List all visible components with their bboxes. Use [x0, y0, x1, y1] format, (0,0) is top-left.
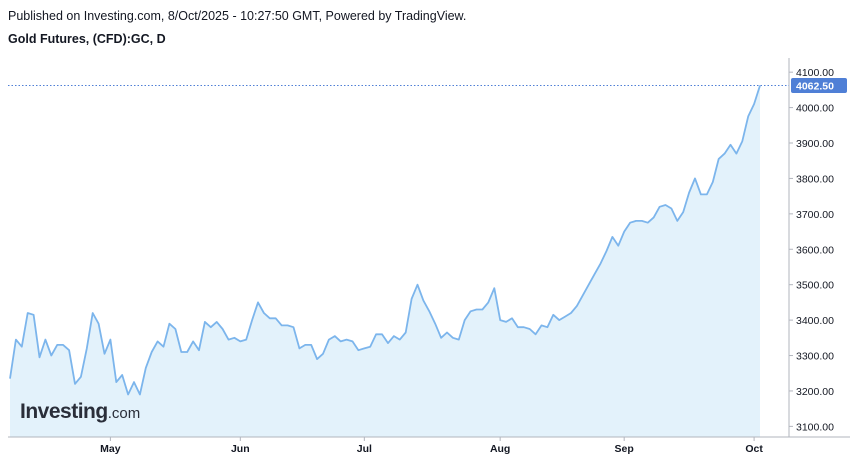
- x-axis: May Jun Jul Aug Sep Oct: [100, 437, 763, 455]
- y-tick-label: 3900.00: [796, 138, 834, 150]
- y-tick-label: 3700.00: [796, 209, 834, 221]
- logo-sub-text: .com: [107, 405, 141, 422]
- y-tick-label: 4100.00: [796, 67, 834, 79]
- y-tick-label: 4000.00: [796, 103, 834, 115]
- x-tick-label: Aug: [490, 443, 510, 455]
- y-tick-label: 3300.00: [796, 351, 834, 363]
- y-axis: 3100.00 3200.00 3300.00 3400.00 3500.00 3600.…: [789, 67, 834, 433]
- last-price-label: 4062.50: [796, 80, 834, 92]
- price-line: [9, 85, 761, 396]
- y-tick-label: 3500.00: [796, 280, 834, 292]
- x-tick-label: Oct: [745, 443, 763, 455]
- y-tick-label: 3400.00: [796, 315, 834, 327]
- investing-logo: Investing.com: [20, 400, 140, 424]
- x-tick-label: Jul: [357, 443, 372, 455]
- y-tick-label: 3200.00: [796, 386, 834, 398]
- y-tick-label: 3800.00: [796, 173, 834, 185]
- x-tick-label: Sep: [615, 443, 634, 455]
- last-price-badge: [791, 77, 847, 93]
- price-area: [10, 85, 760, 437]
- logo-main-text: Investing: [20, 400, 108, 423]
- axes-layer: [8, 58, 850, 438]
- area-layer: [9, 85, 761, 437]
- y-tick-label: 3100.00: [796, 421, 834, 433]
- y-tick-label: 3600.00: [796, 244, 834, 256]
- last-price-layer: 4062.50: [8, 77, 847, 93]
- published-caption: Published on Investing.com, 8/Oct/2025 -…: [8, 9, 467, 23]
- x-tick-label: May: [100, 443, 121, 455]
- instrument-title: Gold Futures, (CFD):GC, D: [8, 32, 166, 46]
- x-tick-label: Jun: [231, 443, 250, 455]
